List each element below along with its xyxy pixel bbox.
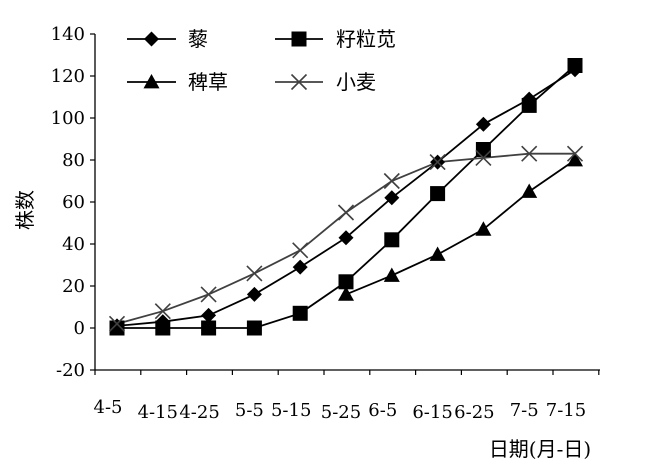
series-1-point — [338, 230, 354, 246]
legend-marker-4 — [290, 73, 308, 91]
series-3-point — [475, 221, 492, 236]
series-3-point — [567, 152, 583, 167]
y-axis-title: 株数 — [13, 190, 37, 230]
legend-label-2: 籽粒苋 — [336, 27, 396, 51]
x-tick-label: 6-5 — [368, 400, 397, 421]
series-1-point — [475, 116, 491, 132]
x-tick-label: 6-15 — [412, 402, 452, 423]
series-1-point — [201, 307, 217, 323]
series-4-point — [337, 204, 355, 221]
series-3-point — [521, 183, 538, 198]
series-4-point — [292, 242, 309, 259]
series-4-point — [154, 303, 171, 320]
series-4-point — [521, 145, 538, 162]
series-2-point — [338, 274, 354, 290]
y-tick-label: 80 — [62, 150, 85, 171]
x-tick-label: 7-5 — [510, 400, 539, 421]
x-tick-label: 7-15 — [546, 400, 586, 421]
y-tick-label: 40 — [62, 234, 85, 255]
x-axis-title: 日期(月-日) — [489, 437, 591, 461]
y-tick-label: 60 — [62, 192, 85, 213]
y-tick-label: 0 — [74, 318, 85, 339]
series-1-point — [384, 190, 400, 206]
x-tick-label: 4-5 — [94, 397, 123, 418]
y-tick-label: -20 — [56, 360, 85, 381]
series-2-point — [567, 58, 583, 73]
series-4-point — [246, 265, 263, 282]
legend-label-3: 稗草 — [188, 70, 228, 94]
series-2-point — [246, 320, 262, 336]
series-2-point — [155, 320, 171, 336]
series-4-point — [429, 154, 446, 171]
x-tick-label: 4-25 — [179, 402, 219, 423]
legend-marker-3 — [143, 74, 160, 89]
series-3-point — [383, 267, 400, 282]
series-2-point — [430, 186, 446, 202]
x-tick-label: 5-15 — [271, 400, 311, 421]
y-tick-label: 140 — [51, 24, 85, 45]
series-4-point — [200, 286, 217, 303]
legend-marker-2 — [291, 31, 307, 47]
series-2-point — [475, 142, 491, 157]
y-tick-label: 20 — [62, 276, 85, 297]
series-1-point — [292, 259, 308, 275]
series-3-point — [338, 286, 354, 301]
series-2-point — [109, 320, 125, 336]
series-4-point — [566, 145, 584, 162]
x-tick-label: 4-15 — [138, 402, 178, 423]
y-tick-label: 100 — [51, 108, 85, 129]
series-4-point — [383, 172, 400, 190]
series-4-point — [108, 315, 126, 332]
series-4-point — [475, 149, 492, 166]
series-2-point — [292, 305, 308, 321]
series-line-3 — [345, 159, 576, 296]
x-tick-label: 5-5 — [235, 400, 264, 421]
x-tick-label: 5-25 — [321, 402, 361, 423]
series-2-point — [384, 232, 400, 248]
legend-label-4: 小麦 — [336, 70, 376, 94]
series-1-point — [246, 286, 262, 302]
series-3-point — [429, 246, 446, 261]
legend-marker-1 — [144, 31, 159, 47]
y-tick-label: 120 — [51, 66, 85, 87]
series-2-point — [201, 320, 217, 336]
series-2-point — [521, 97, 537, 113]
legend-label-1: 藜 — [188, 27, 208, 51]
x-tick-label: 6-25 — [454, 402, 494, 423]
